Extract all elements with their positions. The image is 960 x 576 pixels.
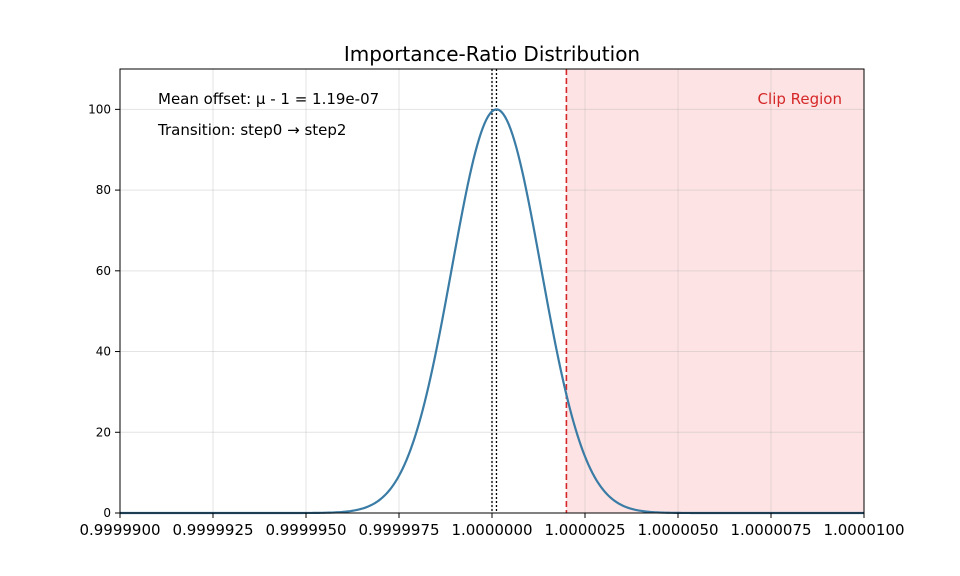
x-tick-label: 0.9999950: [265, 521, 346, 539]
x-tick-label: 1.0000025: [544, 521, 625, 539]
transition-annotation: Transition: step0 → step2: [157, 121, 346, 139]
y-tick-label: 100: [88, 102, 111, 116]
x-tick-label: 0.9999975: [358, 521, 439, 539]
x-tick-label: 0.9999925: [172, 521, 253, 539]
x-tick-label: 1.0000075: [730, 521, 811, 539]
y-tick-label: 60: [96, 264, 111, 278]
y-tick-label: 20: [96, 425, 111, 439]
clip-region-shading: [566, 69, 864, 513]
reference-lines: [491, 69, 568, 513]
x-axis-ticks: 0.9999900 0.9999925 0.9999950 0.9999975 1.00…: [79, 513, 905, 539]
x-tick-label: 0.9999900: [79, 521, 160, 539]
x-tick-label: 1.0000000: [451, 521, 532, 539]
clip-region-label: Clip Region: [758, 90, 842, 108]
chart-title: Importance-Ratio Distribution: [344, 42, 640, 66]
y-tick-label: 0: [103, 506, 111, 520]
y-axis-ticks: 0 20 40 60 80 100: [88, 102, 120, 520]
mean-offset-annotation: Mean offset: μ - 1 = 1.19e-07: [158, 90, 379, 108]
y-tick-label: 80: [96, 183, 111, 197]
x-tick-label: 1.0000050: [637, 521, 718, 539]
y-tick-label: 40: [96, 345, 111, 359]
x-tick-label: 1.0000100: [823, 521, 904, 539]
